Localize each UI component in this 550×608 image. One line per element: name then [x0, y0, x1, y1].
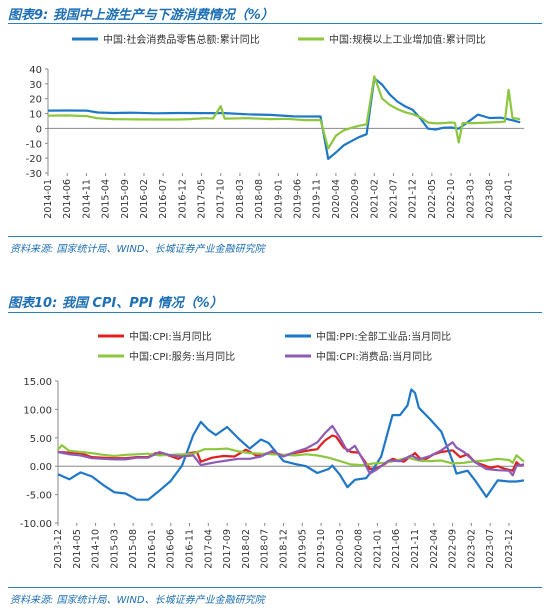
x-tick-label-0-7: 2016-12	[177, 179, 188, 219]
x-tick-label-1-19: 2021-11	[410, 529, 421, 569]
figure-9-title: 图表9: 我国中上游生产与下游消费情况（%）	[8, 8, 274, 23]
x-tick-label-0-16: 2020-09	[350, 179, 361, 219]
series-line-0-1	[47, 75, 521, 150]
y-tick-label-0-0: 40	[29, 65, 42, 76]
x-tick-label-1-3: 2015-03	[109, 529, 120, 569]
x-tick-label-0-10: 2018-03	[235, 179, 246, 219]
y-tick-label-0-2: 20	[29, 95, 42, 106]
y-tick-label-0-7: -30	[26, 169, 42, 180]
legend-label-0-0: 中国:社会消费品零售总额:累计同比	[103, 33, 260, 46]
x-tick-label-0-2: 2014-11	[81, 179, 92, 219]
x-tick-label-1-14: 2019-10	[316, 529, 327, 569]
series-line-1-1	[57, 388, 525, 501]
y-tick-label-0-6: -20	[26, 154, 42, 165]
x-tick-label-0-5: 2016-02	[139, 179, 150, 219]
chart-cpi-ppi: 中国:CPI:当月同比 中国:PPI:全部工业品:当月同比中国:CPI:服务:当月…	[20, 330, 525, 569]
x-tick-label-1-0: 2013-12	[53, 529, 64, 569]
x-tick-label-1-21: 2022-09	[448, 529, 459, 569]
figure-9-top-rule	[8, 23, 542, 24]
x-tick-label-0-1: 2014-06	[62, 179, 73, 219]
x-tick-label-1-11: 2018-07	[260, 529, 271, 569]
x-tick-label-0-14: 2019-11	[312, 179, 323, 219]
x-tick-label-1-8: 2017-04	[203, 529, 214, 569]
x-tick-label-0-12: 2019-01	[273, 179, 284, 219]
x-tick-label-1-20: 2022-04	[429, 529, 440, 569]
x-tick-label-0-4: 2015-09	[120, 179, 131, 219]
figure-9-bottom-rule	[8, 236, 542, 237]
x-tick-label-0-17: 2021-02	[369, 179, 380, 219]
x-tick-label-0-21: 2022-10	[446, 179, 457, 219]
y-tick-label-0-3: 10	[29, 110, 42, 121]
x-tick-label-1-16: 2020-08	[354, 529, 365, 569]
x-tick-label-1-13: 2019-05	[297, 529, 308, 569]
chart-production-consumption: 中国:社会消费品零售总额:累计同比 中国:规模以上工业增加值:累计同比 40 30 20…	[26, 33, 524, 219]
x-tick-label-1-12: 2018-12	[278, 529, 289, 569]
x-tick-label-1-24: 2023-12	[504, 529, 515, 569]
x-tick-label-1-7: 2016-11	[185, 529, 196, 569]
legend-label-1-2: 中国:CPI:服务:当月同比	[129, 350, 235, 363]
y-tick-label-0-1: 30	[29, 80, 42, 91]
y-tick-label-1-5: -10.00	[20, 519, 52, 530]
x-tick-label-1-6: 2016-06	[166, 529, 177, 569]
x-tick-label-0-8: 2017-05	[197, 179, 208, 219]
x-tick-label-0-19: 2021-12	[408, 179, 419, 219]
x-tick-label-0-11: 2018-08	[254, 179, 265, 219]
legend-label-1-0: 中国:CPI:当月同比	[129, 330, 212, 343]
x-tick-label-0-3: 2015-04	[101, 179, 112, 219]
series-line-1-2	[57, 444, 525, 467]
y-tick-label-1-2: 5.00	[30, 434, 52, 445]
x-tick-label-1-23: 2023-07	[485, 529, 496, 569]
x-tick-label-1-17: 2021-01	[372, 529, 383, 569]
y-tick-label-1-1: 10.00	[23, 405, 52, 416]
legend-label-1-1: 中国:PPI:全部工业品:当月同比	[316, 330, 451, 343]
x-tick-label-0-23: 2023-08	[484, 179, 495, 219]
x-tick-label-0-20: 2022-05	[427, 179, 438, 219]
x-tick-label-0-6: 2016-07	[158, 179, 169, 219]
legend-label-1-3: 中国:CPI:消费品:当月同比	[316, 350, 432, 363]
x-tick-label-1-15: 2020-03	[335, 529, 346, 569]
y-tick-label-1-4: -5.00	[26, 491, 52, 502]
x-tick-label-1-2: 2014-10	[91, 529, 102, 569]
x-tick-label-0-15: 2020-04	[331, 179, 342, 219]
figure-10-title: 图表10: 我国 CPI、PPI 情况（%）	[8, 296, 223, 311]
legend-label-0-1: 中国:规模以上工业增加值:累计同比	[329, 33, 486, 46]
y-tick-label-0-4: 0	[36, 124, 42, 135]
figure-10-bottom-rule	[8, 587, 542, 588]
y-tick-label-1-3: 0.00	[30, 462, 52, 473]
figure-10-source: 资料来源: 国家统计局、WIND、长城证券产业金融研究院	[10, 595, 265, 606]
figure-9-source: 资料来源: 国家统计局、WIND、长城证券产业金融研究院	[10, 244, 265, 255]
x-tick-label-1-18: 2021-06	[391, 529, 402, 569]
x-tick-label-0-13: 2019-06	[293, 179, 304, 219]
series-line-1-3	[57, 424, 525, 477]
x-tick-label-0-0: 2014-01	[43, 179, 54, 219]
x-tick-label-1-5: 2016-01	[147, 529, 158, 569]
figure-10-top-rule	[8, 312, 542, 313]
x-tick-label-1-22: 2023-02	[466, 529, 477, 569]
x-tick-label-1-9: 2017-09	[222, 529, 233, 569]
x-tick-label-0-22: 2023-03	[465, 179, 476, 219]
y-tick-label-0-5: -10	[26, 139, 42, 150]
x-tick-label-0-18: 2021-07	[388, 179, 399, 219]
x-tick-label-1-10: 2018-02	[241, 529, 252, 569]
y-tick-label-1-0: 15.00	[23, 377, 52, 388]
x-tick-label-1-1: 2014-05	[72, 529, 83, 569]
x-tick-label-1-4: 2015-08	[128, 529, 139, 569]
x-tick-label-0-24: 2024-01	[504, 179, 515, 219]
x-tick-label-0-9: 2017-10	[216, 179, 227, 219]
